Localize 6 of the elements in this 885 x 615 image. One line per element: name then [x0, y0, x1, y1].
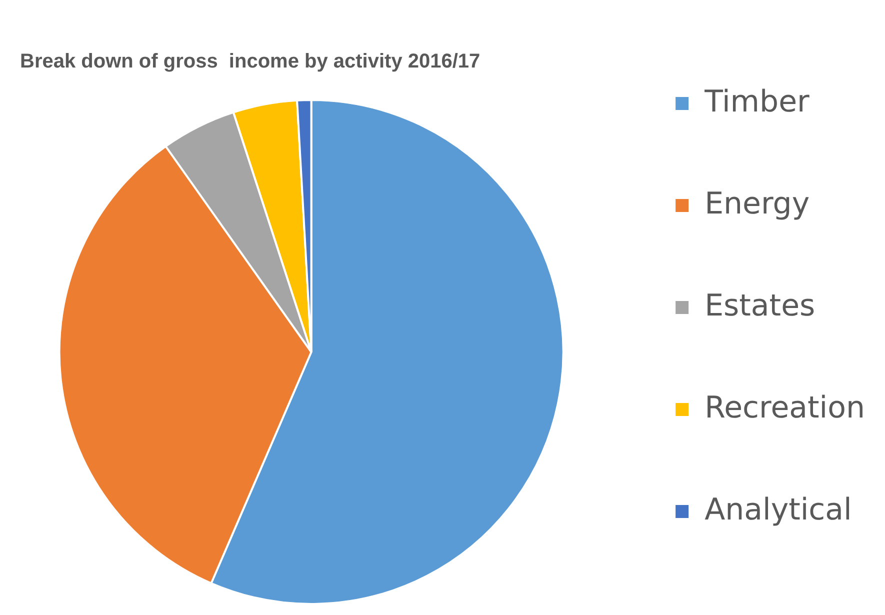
- legend-label: Recreation: [704, 390, 866, 426]
- legend-label: Energy: [704, 186, 810, 222]
- legend-label: Analytical: [704, 492, 852, 528]
- chart-title: Break down of gross income by activity 2016/17: [20, 50, 480, 73]
- legend-label: Estates: [704, 288, 816, 324]
- legend-label: Timber: [704, 84, 810, 120]
